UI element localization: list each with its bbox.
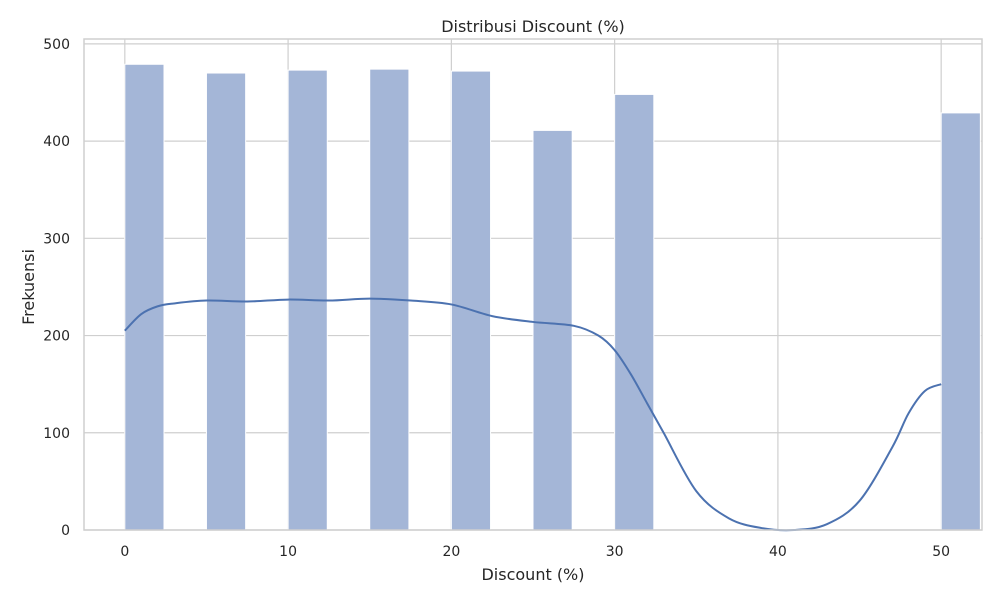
bar-5 — [532, 129, 573, 531]
bar-7 — [940, 112, 981, 531]
y-tick-label-4: 400 — [43, 134, 70, 150]
histogram-bars — [124, 63, 981, 531]
y-tick-label-5: 500 — [43, 37, 70, 53]
x-tick-label-2: 20 — [442, 544, 460, 560]
y-tick-label-1: 100 — [43, 426, 70, 442]
y-tick-label-2: 200 — [43, 329, 70, 345]
x-tick-label-5: 50 — [932, 544, 950, 560]
x-tick-label-3: 30 — [606, 544, 624, 560]
bar-0 — [124, 63, 165, 531]
x-axis-label: Discount (%) — [481, 565, 584, 584]
plot-frame — [83, 38, 983, 531]
kde-curve — [124, 297, 942, 532]
x-tick-label-4: 40 — [769, 544, 787, 560]
y-axis-label: Frekuensi — [19, 249, 38, 325]
x-tick-labels: 0 10 20 30 40 50 — [120, 544, 950, 560]
x-tick-label-1: 10 — [279, 544, 297, 560]
y-tick-labels: 0 100 200 300 400 500 — [43, 37, 70, 539]
chart-title: Distribusi Discount (%) — [441, 17, 625, 36]
bar-6 — [614, 93, 655, 531]
x-tick-label-0: 0 — [120, 544, 129, 560]
y-tick-label-0: 0 — [61, 523, 70, 539]
y-tick-label-3: 300 — [43, 231, 70, 247]
bar-4 — [450, 70, 492, 531]
